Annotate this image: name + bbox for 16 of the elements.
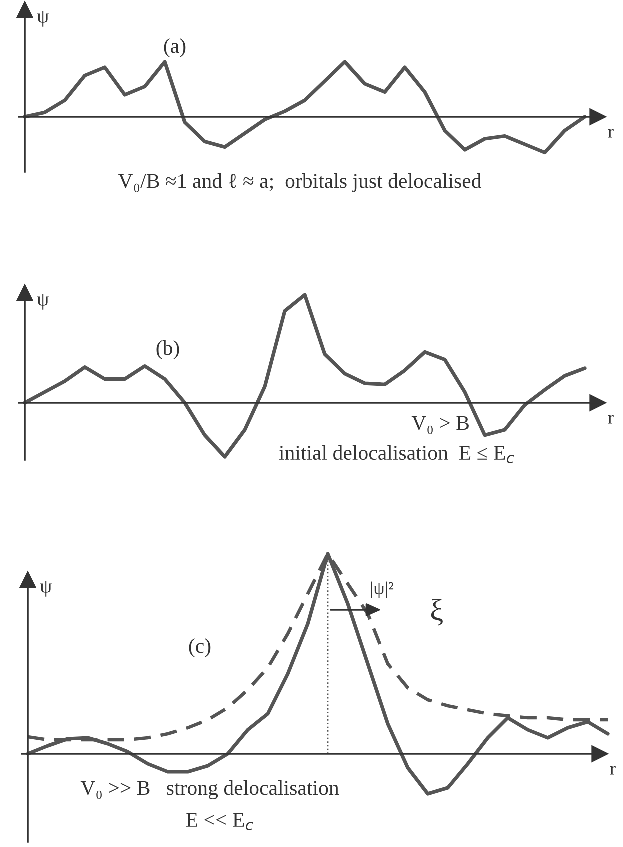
y-axis-title: ψ xyxy=(40,580,52,597)
text: E << E$_{c}$ xyxy=(186,813,254,831)
annotation: ξ xyxy=(431,598,443,626)
series-label: |ψ|² xyxy=(371,582,394,598)
y-axis-title: ψ xyxy=(37,10,49,27)
text: V₀/B ≈1 and ℓ ≈ a; orbitals just delocalised xyxy=(118,174,482,192)
annotation: V₀ >> B strong delocalisation xyxy=(80,780,340,800)
annotation: V₀ > B xyxy=(412,416,469,434)
x-axis-title: r xyxy=(610,766,616,775)
x-axis-title: r xyxy=(608,129,614,138)
text: (c) xyxy=(189,638,211,658)
annotation: initial delocalisation E ≤ E$_{c}$ xyxy=(279,445,514,464)
text: (b) xyxy=(156,340,180,360)
y-axis-title: ψ xyxy=(37,294,49,310)
chart-title: (a) xyxy=(164,38,186,58)
x-axis-title: r xyxy=(608,415,614,424)
